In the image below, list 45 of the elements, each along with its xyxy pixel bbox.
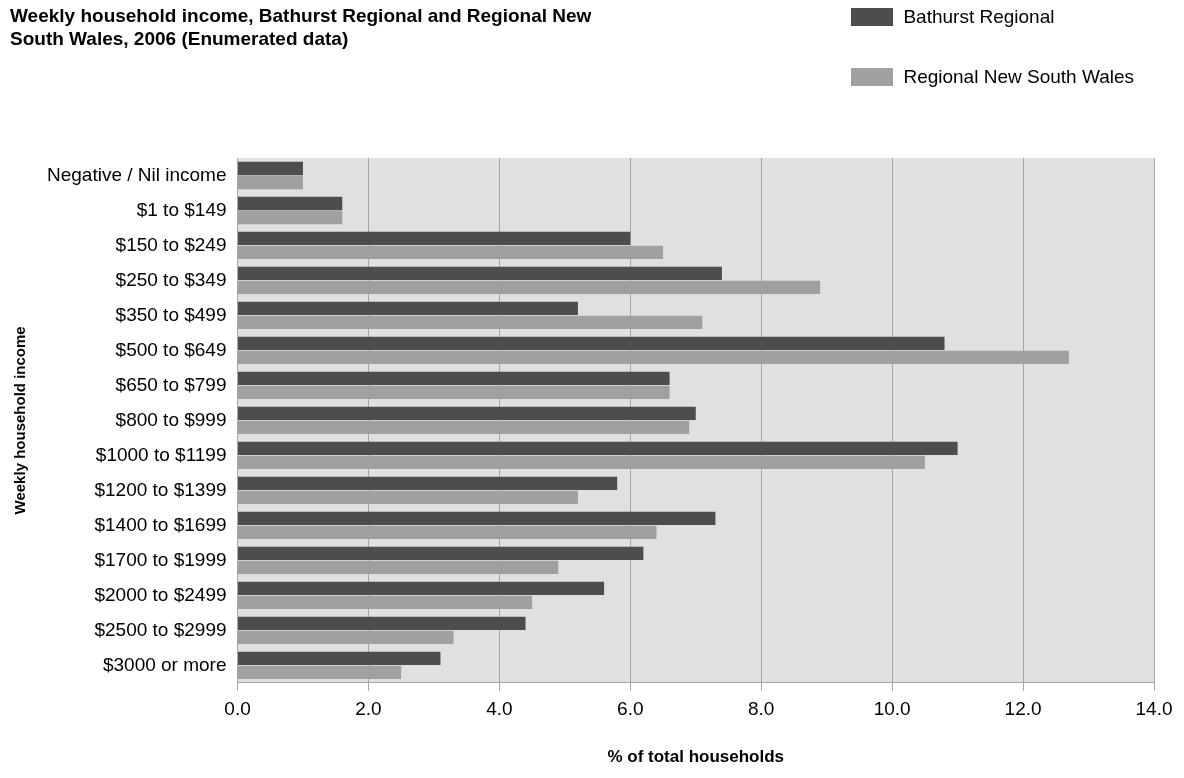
y-tick-label: Negative / Nil income bbox=[46, 163, 227, 185]
y-tick-label: $1400 to $1699 bbox=[94, 513, 227, 535]
bar bbox=[238, 161, 303, 176]
bar bbox=[238, 511, 716, 526]
bar bbox=[238, 175, 303, 190]
x-tick-label: 4.0 bbox=[486, 698, 513, 720]
x-tick-label: 8.0 bbox=[748, 698, 775, 720]
x-tick-label: 12.0 bbox=[1004, 698, 1042, 720]
y-tick-label: $150 to $249 bbox=[115, 233, 227, 255]
bar bbox=[238, 651, 441, 665]
bar bbox=[238, 231, 631, 246]
bar bbox=[238, 371, 670, 386]
bar bbox=[238, 476, 618, 491]
bar bbox=[238, 441, 958, 456]
x-tick-label: 2.0 bbox=[355, 698, 382, 720]
y-tick-label: $1700 to $1999 bbox=[94, 548, 227, 570]
x-tick-label: 10.0 bbox=[873, 698, 911, 720]
bar bbox=[238, 336, 945, 351]
y-tick-label: $800 to $999 bbox=[115, 408, 227, 430]
bar bbox=[238, 301, 578, 316]
legend-label: Bathurst Regional bbox=[903, 6, 1055, 28]
y-tick-label: $2000 to $2499 bbox=[94, 583, 227, 605]
bar bbox=[238, 616, 526, 630]
chart-title: Weekly household income, Bathurst Regional and Regional New South Wales, 2006 (Enumerated data) bbox=[10, 4, 593, 50]
bar bbox=[238, 406, 696, 421]
y-tick-label: $500 to $649 bbox=[115, 338, 227, 360]
y-tick-label: $1000 to $1199 bbox=[95, 443, 227, 465]
y-tick-label: $1 to $149 bbox=[136, 198, 227, 220]
bar bbox=[238, 581, 605, 595]
y-tick-label: $2500 to $2999 bbox=[94, 618, 227, 640]
x-tick-label: 0.0 bbox=[224, 698, 251, 720]
bar bbox=[238, 546, 644, 560]
y-tick-label: $350 to $499 bbox=[115, 303, 227, 325]
y-tick-label: $650 to $799 bbox=[115, 373, 227, 395]
legend-label: Regional New South Wales bbox=[903, 66, 1134, 88]
x-tick-label: 14.0 bbox=[1135, 698, 1173, 720]
y-axis-title: Weekly household income bbox=[11, 326, 29, 515]
bar bbox=[238, 196, 343, 211]
bar bbox=[238, 266, 722, 281]
x-axis-title: % of total households bbox=[607, 747, 785, 767]
y-tick-label: $250 to $349 bbox=[115, 268, 227, 290]
x-tick-label: 6.0 bbox=[617, 698, 644, 720]
bar bbox=[238, 210, 343, 225]
y-tick-label: $3000 or more bbox=[102, 653, 227, 675]
y-tick-label: $1200 to $1399 bbox=[94, 478, 227, 500]
